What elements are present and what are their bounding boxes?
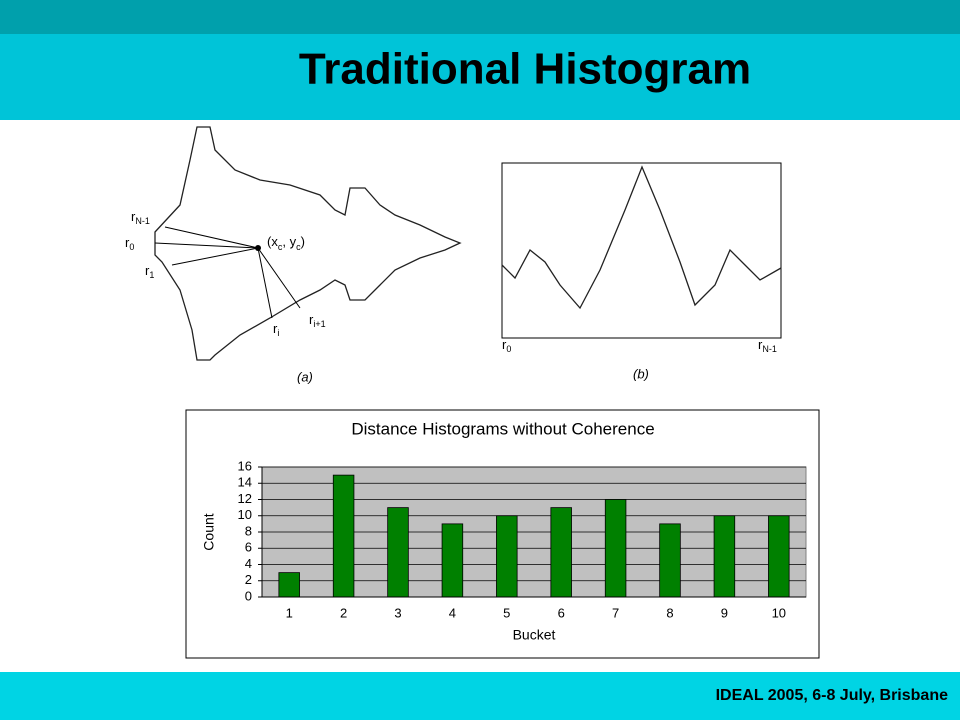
label-base: r <box>125 235 130 250</box>
bar <box>604 499 627 598</box>
label-sub: 0 <box>506 344 511 354</box>
label-sub: 1 <box>149 270 154 280</box>
label-sub: N-1 <box>762 344 777 354</box>
ray <box>257 247 273 319</box>
caption: (b) <box>633 366 649 381</box>
label-part: c <box>296 242 301 252</box>
rays <box>154 226 301 319</box>
diagram-label: ri+1 <box>309 312 326 329</box>
x-tick-label: 2 <box>340 605 347 620</box>
y-tick-label: 8 <box>245 523 252 538</box>
diagram-label: rN-1 <box>131 209 150 226</box>
ray <box>257 247 301 309</box>
label-base: r <box>502 337 507 352</box>
x-tick-label: 6 <box>558 605 565 620</box>
profile-frame <box>501 162 782 339</box>
y-tick-label: 12 <box>238 491 252 506</box>
label-sub: i <box>277 328 279 338</box>
diagram-label: r0 <box>125 235 134 252</box>
ray <box>171 247 259 266</box>
y-tick-label: 2 <box>245 572 252 587</box>
label-sub: N-1 <box>135 216 150 226</box>
label-sub: i+1 <box>313 319 325 329</box>
bar <box>659 523 681 598</box>
bar <box>496 515 518 598</box>
y-tick-label: 6 <box>245 540 252 555</box>
footer-band <box>0 672 960 720</box>
diagram-label: rN-1 <box>758 337 777 354</box>
bar <box>550 507 572 598</box>
y-tick-label: 10 <box>238 507 252 522</box>
profile-curve <box>501 165 782 310</box>
label-part: , y <box>282 234 296 249</box>
y-axis-label: Count <box>201 513 217 550</box>
chart-title: Distance Histograms without Coherence <box>351 419 654 438</box>
bar <box>387 507 409 598</box>
x-tick-label: 8 <box>666 605 673 620</box>
label-base: r <box>309 312 314 327</box>
header-band <box>0 34 960 120</box>
diagram-label: r0 <box>502 337 511 354</box>
label-part: c <box>278 242 283 252</box>
label-base: r <box>131 209 136 224</box>
x-tick-label: 7 <box>612 605 619 620</box>
label-base: r <box>273 321 278 336</box>
slide-title: Traditional Histogram <box>299 45 751 94</box>
diagram-label: ri <box>273 321 279 338</box>
bar <box>332 474 355 598</box>
label-part: ) <box>301 234 305 249</box>
caption: (a) <box>297 369 313 384</box>
x-axis-label: Bucket <box>513 627 556 643</box>
x-tick-label: 10 <box>772 605 786 620</box>
label-sub: 0 <box>129 242 134 252</box>
ray <box>164 226 259 249</box>
header-strip <box>0 0 960 34</box>
label-base: r <box>758 337 763 352</box>
bar <box>441 523 464 598</box>
y-tick-label: 14 <box>238 475 252 490</box>
footer-text: IDEAL 2005, 6-8 July, Brisbane <box>716 687 949 704</box>
bar <box>713 515 736 598</box>
center-point <box>255 245 261 251</box>
y-tick-label: 0 <box>245 588 252 603</box>
bar <box>768 515 790 598</box>
x-tick-label: 9 <box>721 605 728 620</box>
x-tick-label: 4 <box>449 605 456 620</box>
ray <box>154 242 259 249</box>
label-part: (x <box>267 234 278 249</box>
x-tick-label: 1 <box>286 605 293 620</box>
bar <box>278 572 300 598</box>
label-base: r <box>145 263 150 278</box>
x-tick-label: 5 <box>503 605 510 620</box>
x-tick-label: 3 <box>394 605 401 620</box>
y-tick-label: 16 <box>238 458 252 473</box>
y-tick-label: 4 <box>245 556 252 571</box>
diagram-label: (xc, yc) <box>267 234 305 252</box>
shape-contour <box>154 126 462 361</box>
diagram-label: r1 <box>145 263 154 280</box>
